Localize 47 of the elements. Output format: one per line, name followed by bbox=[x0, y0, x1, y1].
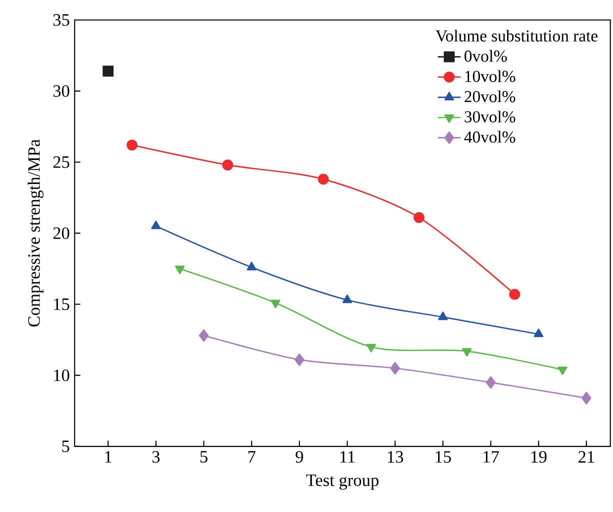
x-tick-label: 15 bbox=[436, 450, 451, 463]
x-tick-label: 7 bbox=[248, 450, 256, 462]
point bbox=[222, 159, 234, 170]
x-tick-label: 13 bbox=[388, 450, 404, 463]
y-tick-label: 10 bbox=[54, 369, 70, 381]
point bbox=[558, 366, 568, 375]
point bbox=[102, 65, 114, 76]
point bbox=[246, 262, 256, 270]
x-axis-title: Test group bbox=[306, 474, 378, 490]
y-tick-label: 5 bbox=[62, 440, 70, 452]
point bbox=[582, 392, 592, 404]
x-tick-label: 21 bbox=[578, 450, 594, 462]
point bbox=[126, 139, 138, 150]
point bbox=[175, 265, 185, 274]
point bbox=[390, 362, 400, 374]
y-tick-label: 20 bbox=[53, 227, 70, 239]
x-tick-label: 19 bbox=[531, 450, 547, 463]
point bbox=[414, 212, 424, 223]
point bbox=[534, 328, 544, 337]
legend-label: 30vol% bbox=[464, 110, 516, 122]
point bbox=[486, 376, 496, 389]
x-tick-label: 17 bbox=[484, 450, 499, 462]
legend-title: Volume substitution rate bbox=[436, 30, 598, 42]
point bbox=[294, 353, 304, 366]
point bbox=[366, 344, 376, 352]
y-tick-label: 15 bbox=[54, 298, 70, 310]
legend-label: 10vol% bbox=[465, 70, 516, 82]
y-tick-label: 25 bbox=[53, 156, 70, 168]
point bbox=[462, 348, 472, 356]
point bbox=[198, 329, 209, 342]
y-tick-label: 30 bbox=[53, 85, 70, 97]
legend-label: 20vol% bbox=[464, 90, 516, 102]
x-tick-label: 9 bbox=[296, 450, 304, 463]
point bbox=[151, 220, 161, 229]
x-tick-label: 3 bbox=[152, 450, 160, 463]
x-tick-label: 11 bbox=[340, 450, 355, 462]
y-axis-title: Compressive strength/MPa bbox=[28, 139, 44, 326]
point bbox=[509, 288, 520, 300]
x-tick-label: 1 bbox=[105, 450, 112, 462]
legend-label: 0vol% bbox=[464, 50, 507, 62]
legend-label: 40vol% bbox=[464, 130, 516, 143]
point bbox=[318, 174, 329, 184]
x-tick-label: 5 bbox=[200, 450, 208, 462]
point bbox=[438, 311, 448, 320]
y-tick-label: 35 bbox=[53, 14, 70, 26]
point bbox=[342, 294, 352, 303]
point bbox=[270, 300, 280, 308]
